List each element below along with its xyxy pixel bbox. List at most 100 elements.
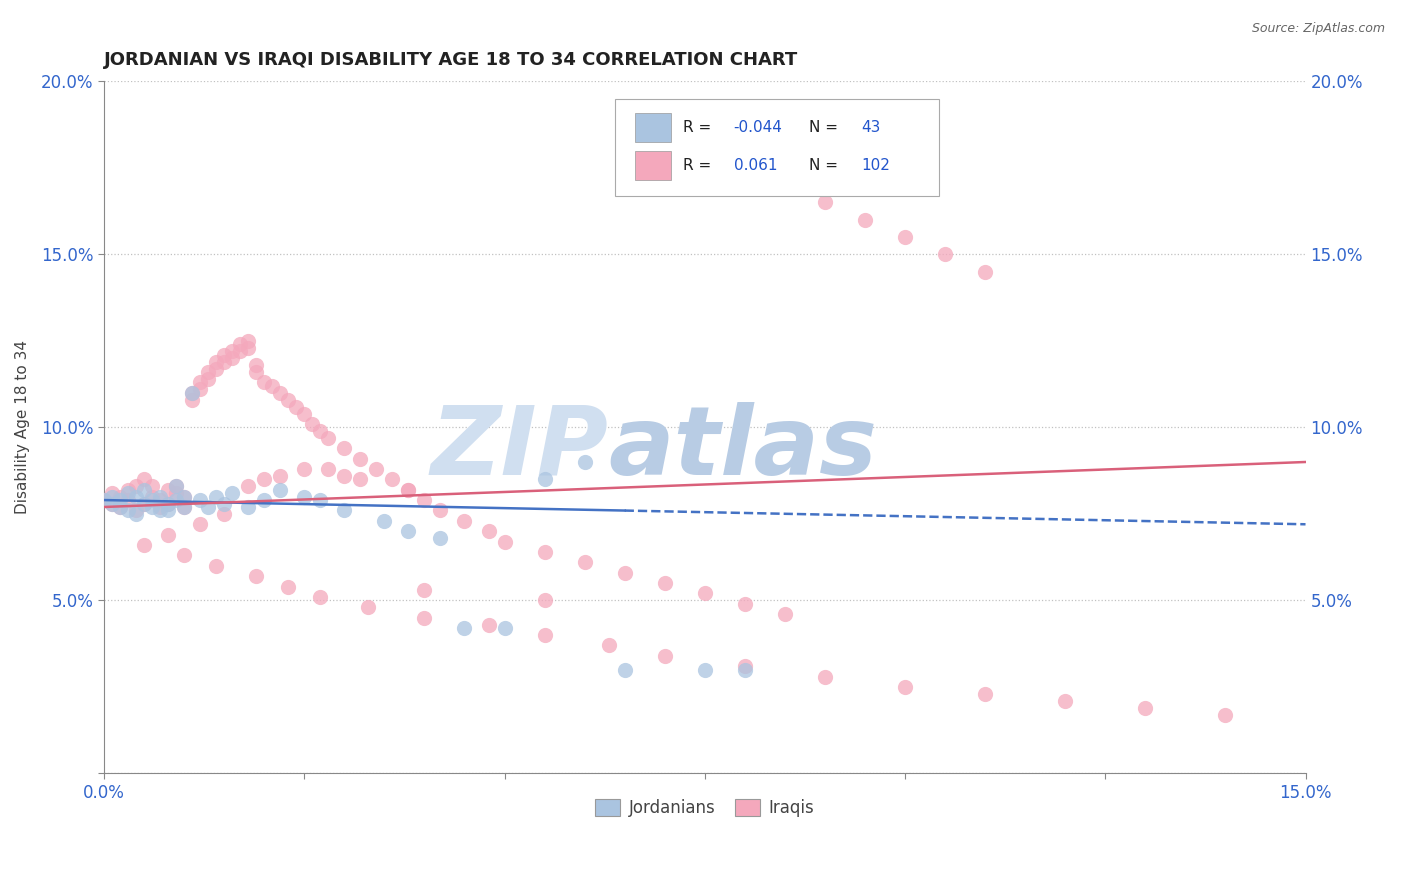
Point <box>533 472 555 486</box>
Point <box>125 479 148 493</box>
Point <box>318 462 340 476</box>
Point <box>221 351 243 366</box>
Point <box>1054 694 1077 708</box>
Point <box>108 500 131 514</box>
Point <box>309 590 332 604</box>
Text: Source: ZipAtlas.com: Source: ZipAtlas.com <box>1251 22 1385 36</box>
Point <box>245 358 267 372</box>
Bar <box>636 151 671 179</box>
Point <box>654 648 676 663</box>
Point <box>366 462 388 476</box>
Point <box>429 531 451 545</box>
Point <box>157 496 180 510</box>
Point <box>453 621 475 635</box>
Point <box>477 617 499 632</box>
Text: JORDANIAN VS IRAQI DISABILITY AGE 18 TO 34 CORRELATION CHART: JORDANIAN VS IRAQI DISABILITY AGE 18 TO … <box>104 51 799 69</box>
Point <box>292 407 315 421</box>
Point <box>181 385 204 400</box>
Text: 0.061: 0.061 <box>734 158 778 172</box>
Point <box>238 500 260 514</box>
Bar <box>636 113 671 142</box>
Point <box>413 493 436 508</box>
Point <box>149 493 172 508</box>
Point <box>253 472 276 486</box>
Point <box>853 212 876 227</box>
Point <box>413 611 436 625</box>
Point <box>333 441 356 455</box>
Text: ZIP: ZIP <box>430 401 609 495</box>
Point <box>181 392 204 407</box>
Point <box>221 486 243 500</box>
Point <box>165 479 187 493</box>
Point <box>934 247 956 261</box>
Point <box>477 524 499 539</box>
Point <box>108 490 131 504</box>
Point <box>333 468 356 483</box>
Point <box>108 493 131 508</box>
Point <box>132 483 155 497</box>
Point <box>349 472 371 486</box>
Point <box>396 483 419 497</box>
Point <box>292 462 315 476</box>
Point <box>1135 700 1157 714</box>
Point <box>238 479 260 493</box>
Point <box>253 493 276 508</box>
Point <box>349 451 371 466</box>
Point <box>141 479 163 493</box>
Point <box>101 496 124 510</box>
Point <box>277 580 299 594</box>
Point <box>149 500 172 514</box>
Point <box>188 493 211 508</box>
Point <box>93 493 115 508</box>
Point <box>814 195 837 210</box>
Point <box>212 348 235 362</box>
Point <box>149 503 172 517</box>
Point <box>309 493 332 508</box>
Point <box>125 490 148 504</box>
Point <box>734 659 756 673</box>
Point <box>245 569 267 583</box>
Point <box>197 372 219 386</box>
Point <box>309 424 332 438</box>
Point <box>238 341 260 355</box>
Point <box>613 663 636 677</box>
Point <box>117 483 139 497</box>
Point <box>245 365 267 379</box>
Point <box>277 392 299 407</box>
Point <box>734 597 756 611</box>
Point <box>141 490 163 504</box>
Point <box>157 527 180 541</box>
Point <box>117 503 139 517</box>
Point <box>141 500 163 514</box>
Point <box>212 496 235 510</box>
Point <box>101 496 124 510</box>
Point <box>165 479 187 493</box>
Text: N =: N = <box>810 120 838 136</box>
Point <box>396 524 419 539</box>
Point <box>494 534 516 549</box>
Point <box>212 354 235 368</box>
Point <box>292 490 315 504</box>
Point <box>205 361 228 376</box>
FancyBboxPatch shape <box>614 99 939 195</box>
Text: atlas: atlas <box>609 401 877 495</box>
Text: 102: 102 <box>860 158 890 172</box>
Point <box>205 354 228 368</box>
Point <box>93 493 115 508</box>
Point <box>533 545 555 559</box>
Point <box>157 483 180 497</box>
Point <box>734 663 756 677</box>
Point <box>141 493 163 508</box>
Point <box>205 558 228 573</box>
Point <box>188 382 211 396</box>
Text: R =: R = <box>683 158 711 172</box>
Point <box>173 490 195 504</box>
Point <box>598 639 620 653</box>
Point <box>188 517 211 532</box>
Point <box>221 344 243 359</box>
Point <box>101 490 124 504</box>
Point <box>125 507 148 521</box>
Point <box>253 376 276 390</box>
Point <box>574 455 596 469</box>
Point <box>229 344 252 359</box>
